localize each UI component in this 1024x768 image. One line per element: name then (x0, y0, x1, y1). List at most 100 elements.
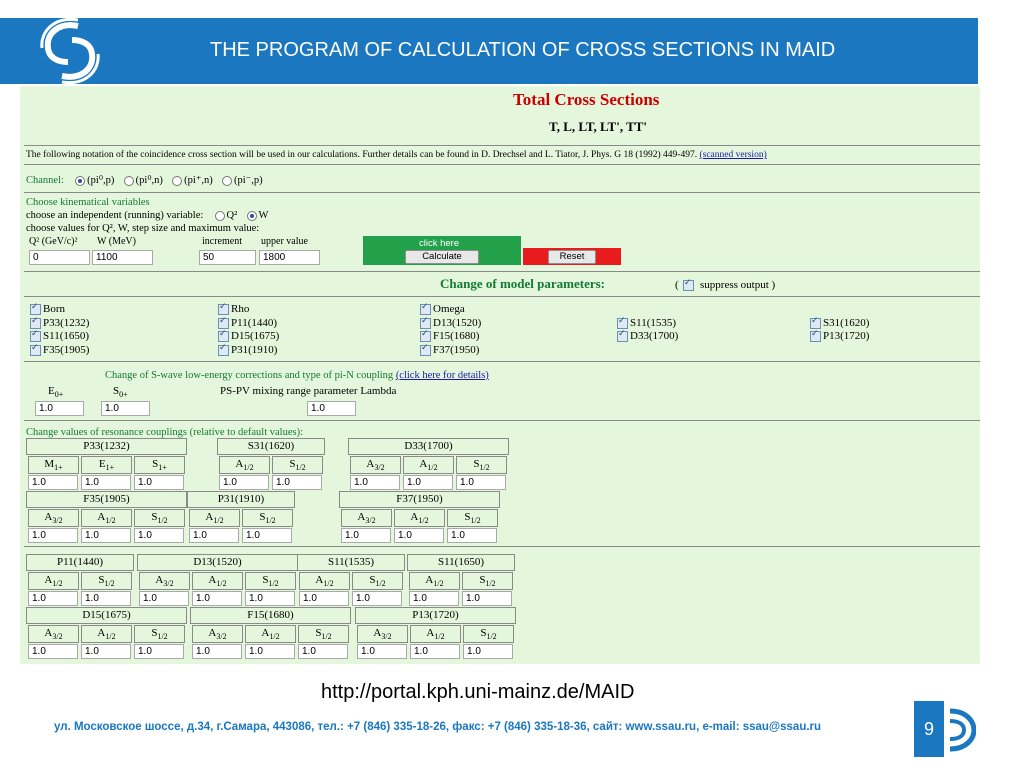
coupling-input-d13-1520-s12[interactable]: 1.0 (245, 591, 295, 606)
coupling-input-d15-1675-s12[interactable]: 1.0 (134, 644, 184, 659)
f15-1680-checkbox[interactable] (420, 329, 431, 342)
coupling-input-s11-1535-s12[interactable]: 1.0 (352, 591, 402, 606)
lambda-input[interactable]: 1.0 (307, 401, 356, 416)
independent-variable-row: choose an independent (running) variable… (26, 209, 268, 222)
coupling-input-f37-1950-a12[interactable]: 1.0 (394, 528, 444, 543)
p11-1440-checkbox[interactable] (218, 316, 229, 329)
coupling-input-p13-1720-s12[interactable]: 1.0 (463, 644, 513, 659)
coupling-input-f37-1950-s12[interactable]: 1.0 (447, 528, 497, 543)
omega-checkbox[interactable] (420, 302, 431, 315)
channel-option-pi0p: (pi⁰,p) (87, 175, 115, 186)
param-symbol: S (98, 574, 105, 586)
upper-label: upper value (261, 236, 308, 247)
coupling-block-title-f15-1680: F15(1680) (190, 607, 351, 624)
d33-1700-checkbox[interactable] (617, 329, 628, 342)
coupling-input-f15-1680-a12[interactable]: 1.0 (245, 644, 295, 659)
divider (24, 145, 980, 146)
coupling-input-d33-1700-a32[interactable]: 1.0 (350, 475, 400, 490)
coupling-input-p31-1910-s12[interactable]: 1.0 (242, 528, 292, 543)
param-symbol: S (259, 511, 266, 523)
s11-1650-checkbox[interactable] (30, 329, 41, 342)
p31-1910-checkbox[interactable] (218, 343, 229, 356)
coupling-input-p13-1720-a12[interactable]: 1.0 (410, 644, 460, 659)
d13-1520-checkbox[interactable] (420, 316, 431, 329)
channel-radio-pimp[interactable] (222, 175, 232, 186)
s11-1535-checkbox[interactable] (617, 316, 628, 329)
notation-text: The following notation of the coincidenc… (26, 149, 767, 162)
coupling-input-d15-1675-a32[interactable]: 1.0 (28, 644, 78, 659)
coupling-input-f37-1950-a32[interactable]: 1.0 (341, 528, 391, 543)
coupling-input-d13-1520-a12[interactable]: 1.0 (192, 591, 242, 606)
coupling-input-s11-1650-a12[interactable]: 1.0 (409, 591, 459, 606)
coupling-param-label: S1/2 (134, 625, 185, 643)
s31-1620-checkbox[interactable] (810, 316, 821, 329)
coupling-input-p13-1720-a32[interactable]: 1.0 (357, 644, 407, 659)
param-subscript: 1/2 (418, 516, 429, 526)
coupling-input-f35-1905-s12[interactable]: 1.0 (134, 528, 184, 543)
param-subscript: 1+ (54, 463, 63, 473)
param-symbol: A (44, 627, 53, 639)
born-checkbox[interactable] (30, 302, 41, 315)
d13-1520-label: D13(1520) (433, 317, 482, 329)
d15-1675-checkbox[interactable] (218, 329, 229, 342)
var-option-q2: Q² (226, 210, 238, 221)
coupling-input-p33-1232-s1p[interactable]: 1.0 (134, 475, 184, 490)
coupling-block-title-p11-1440: P11(1440) (26, 554, 134, 571)
coupling-input-p33-1232-m1p[interactable]: 1.0 (28, 475, 78, 490)
channel-radio-pi0p[interactable] (75, 175, 86, 186)
born-label: Born (43, 303, 65, 315)
increment-input[interactable]: 50 (199, 250, 256, 265)
values-label: choose values for Q², W, step size and m… (26, 223, 260, 234)
swave-details-link[interactable]: (click here for details) (395, 370, 489, 381)
slide-header (0, 18, 978, 84)
param-symbol: A (44, 574, 53, 586)
rho-checkbox[interactable] (218, 302, 229, 315)
divider (24, 420, 980, 421)
var-radio-w[interactable] (246, 210, 257, 221)
suppress-output-checkbox[interactable] (683, 278, 694, 291)
calculate-button[interactable]: Calculate (405, 250, 479, 264)
p13-1720-checkbox[interactable] (810, 329, 821, 342)
coupling-input-s11-1535-a12[interactable]: 1.0 (299, 591, 349, 606)
coupling-input-f15-1680-a32[interactable]: 1.0 (192, 644, 242, 659)
f37-1950-checkbox[interactable] (420, 343, 431, 356)
param-subscript: 3/2 (52, 632, 63, 642)
coupling-input-d15-1675-a12[interactable]: 1.0 (81, 644, 131, 659)
coupling-input-s11-1650-s12[interactable]: 1.0 (462, 591, 512, 606)
coupling-input-d33-1700-s12[interactable]: 1.0 (456, 475, 506, 490)
param-subscript: 1/2 (486, 632, 497, 642)
s0-label: S0+ (113, 385, 128, 401)
coupling-input-d13-1520-a32[interactable]: 1.0 (139, 591, 189, 606)
footer-contacts: ул. Московское шоссе, д.34, г.Самара, 44… (54, 721, 822, 733)
scanned-version-link[interactable]: (scanned version) (699, 150, 767, 160)
coupling-param-label: A1/2 (192, 572, 243, 590)
channel-option-pi0n: (pi⁰,n) (135, 175, 163, 186)
suppress-output-label: suppress output ) (700, 279, 776, 291)
coupling-input-d33-1700-a12[interactable]: 1.0 (403, 475, 453, 490)
e0-input[interactable]: 1.0 (35, 401, 84, 416)
channel-radio-pipn[interactable] (172, 175, 183, 186)
f35-1905-checkbox[interactable] (30, 343, 41, 356)
q2-input[interactable]: 0 (29, 250, 90, 265)
coupling-input-p33-1232-e1p[interactable]: 1.0 (81, 475, 131, 490)
coupling-input-f35-1905-a12[interactable]: 1.0 (81, 528, 131, 543)
p33-1232-checkbox[interactable] (30, 316, 41, 329)
divider (24, 192, 980, 193)
coupling-block-title-f37-1950: F37(1950) (339, 491, 500, 508)
coupling-input-p31-1910-a12[interactable]: 1.0 (189, 528, 239, 543)
s0-input[interactable]: 1.0 (101, 401, 150, 416)
param-subscript: 1+ (158, 463, 167, 473)
coupling-input-f35-1905-a32[interactable]: 1.0 (28, 528, 78, 543)
coupling-input-f15-1680-s12[interactable]: 1.0 (298, 644, 348, 659)
param-subscript: 1/2 (433, 579, 444, 589)
var-radio-q2[interactable] (214, 210, 225, 221)
coupling-input-p11-1440-s12[interactable]: 1.0 (81, 591, 131, 606)
coupling-input-s31-1620-s12[interactable]: 1.0 (272, 475, 322, 490)
coupling-input-s31-1620-a12[interactable]: 1.0 (219, 475, 269, 490)
upper-value-input[interactable]: 1800 (259, 250, 320, 265)
w-input[interactable]: 1100 (92, 250, 153, 265)
coupling-input-p11-1440-a12[interactable]: 1.0 (28, 591, 78, 606)
reset-button[interactable]: Reset (548, 250, 596, 264)
channel-radio-pi0n[interactable] (123, 175, 134, 186)
coupling-param-label: S1/2 (242, 509, 293, 527)
